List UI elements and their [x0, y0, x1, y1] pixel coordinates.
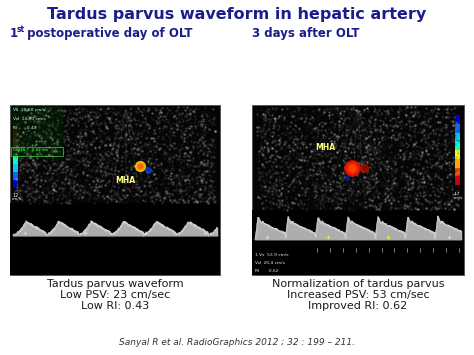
- Text: Increased PSV: 53 cm/sec: Increased PSV: 53 cm/sec: [287, 290, 429, 300]
- Bar: [13, 139, 18, 147]
- Text: 3 days after OLT: 3 days after OLT: [252, 27, 359, 40]
- Text: MHA: MHA: [316, 143, 336, 152]
- Bar: [10, 203, 220, 275]
- Bar: [13, 180, 18, 188]
- Bar: [455, 141, 460, 150]
- Bar: [13, 131, 18, 139]
- Text: cm/s: cm/s: [12, 197, 22, 201]
- Bar: [13, 164, 18, 172]
- Text: Low PSV: 23 cm/sec: Low PSV: 23 cm/sec: [60, 290, 170, 300]
- Bar: [13, 172, 18, 180]
- Text: Improved RI: 0.62: Improved RI: 0.62: [309, 301, 408, 311]
- Text: Vd  20.4 cm/s: Vd 20.4 cm/s: [255, 261, 285, 265]
- Text: MHA: MHA: [116, 176, 136, 185]
- Bar: [455, 132, 460, 141]
- Text: RI       0.43: RI 0.43: [13, 126, 36, 130]
- Bar: [455, 168, 460, 176]
- Text: Low RI: 0.43: Low RI: 0.43: [81, 301, 149, 311]
- Bar: [13, 123, 18, 131]
- Text: RI       0.62: RI 0.62: [255, 269, 279, 273]
- Text: Vd  14.50 cm/s: Vd 14.50 cm/s: [13, 117, 46, 121]
- Bar: [10, 105, 220, 275]
- Text: 1: 1: [10, 27, 18, 40]
- Text: st: st: [17, 24, 25, 33]
- Text: 12: 12: [12, 193, 18, 198]
- Bar: [13, 147, 18, 155]
- Bar: [11, 106, 63, 153]
- Text: Tardus parvus waveform: Tardus parvus waveform: [46, 279, 183, 289]
- Text: 1 Vs  53.9 cm/s: 1 Vs 53.9 cm/s: [255, 253, 289, 257]
- Bar: [455, 124, 460, 132]
- Text: cm/s: cm/s: [454, 196, 463, 200]
- Text: Normalization of tardus parvus: Normalization of tardus parvus: [272, 279, 444, 289]
- Bar: [252, 210, 464, 275]
- Bar: [253, 252, 315, 274]
- Text: Vs  25.60 cm/s: Vs 25.60 cm/s: [13, 108, 45, 112]
- Text: -17: -17: [454, 192, 461, 196]
- Bar: [11, 147, 63, 156]
- Bar: [455, 150, 460, 159]
- Text: DELTA T  0.62 ms: DELTA T 0.62 ms: [13, 148, 48, 152]
- Bar: [252, 105, 464, 275]
- Text: Tardus parvus waveform in hepatic artery: Tardus parvus waveform in hepatic artery: [47, 7, 427, 22]
- Text: postoperative day of OLT: postoperative day of OLT: [23, 27, 192, 40]
- Bar: [13, 155, 18, 164]
- Bar: [455, 159, 460, 168]
- Bar: [455, 115, 460, 124]
- Bar: [455, 176, 460, 185]
- Text: Sanyal R et al. RadioGraphics 2012 ; 32 : 199 – 211.: Sanyal R et al. RadioGraphics 2012 ; 32 …: [119, 338, 355, 347]
